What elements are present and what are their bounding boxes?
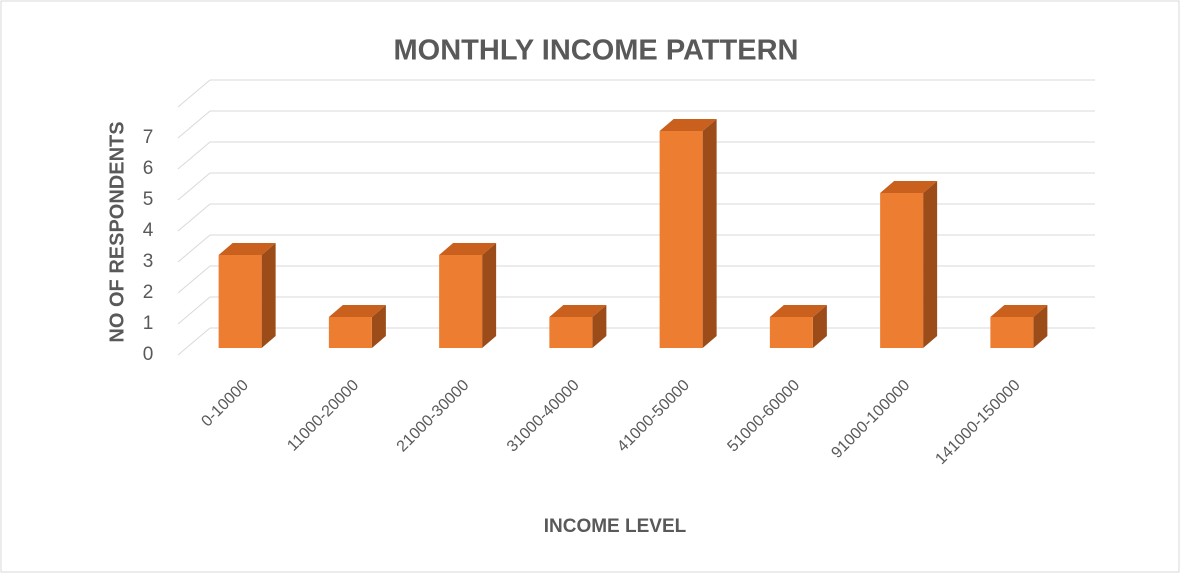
bar [659,131,703,348]
bar-side [261,243,276,348]
bar-side [923,181,938,348]
bar [328,317,372,348]
chart-title: MONTHLY INCOME PATTERN [394,35,799,67]
bar [880,193,924,348]
grid-line [177,327,211,356]
x-axis-title: INCOME LEVEL [544,516,687,537]
bar-top [880,181,938,193]
bar-top [218,243,276,255]
bar-top [549,305,607,317]
bar-top [990,305,1048,317]
y-tick-label: 7 [143,127,154,148]
grid-line [177,110,211,139]
grid-line [177,203,211,232]
grid-line [177,265,211,294]
y-tick-label: 1 [143,313,154,334]
bar-side [482,243,497,348]
y-tick-label: 3 [143,251,154,272]
grid-line [177,234,211,263]
y-tick-label: 5 [143,189,154,210]
bar [549,317,593,348]
y-tick-label: 4 [143,220,154,241]
bar-top [659,119,717,131]
grid-line [177,79,211,108]
grid-line [177,296,211,325]
bar [439,255,483,348]
bar-top [328,305,386,317]
y-tick-label: 6 [143,158,154,179]
bar-side [1033,305,1048,348]
bar [769,317,813,348]
bar-side [702,119,717,348]
bar [218,255,262,348]
bar [990,317,1034,348]
y-tick-label: 0 [143,344,154,365]
bar-side [371,305,386,348]
bar-side [812,305,827,348]
y-tick-label: 2 [143,282,154,303]
bar-top [439,243,497,255]
bar-top [769,305,827,317]
y-axis-title: NO OF RESPONDENTS [106,121,128,342]
bar-side [592,305,607,348]
grid-line [177,141,211,170]
grid-line [177,172,211,201]
